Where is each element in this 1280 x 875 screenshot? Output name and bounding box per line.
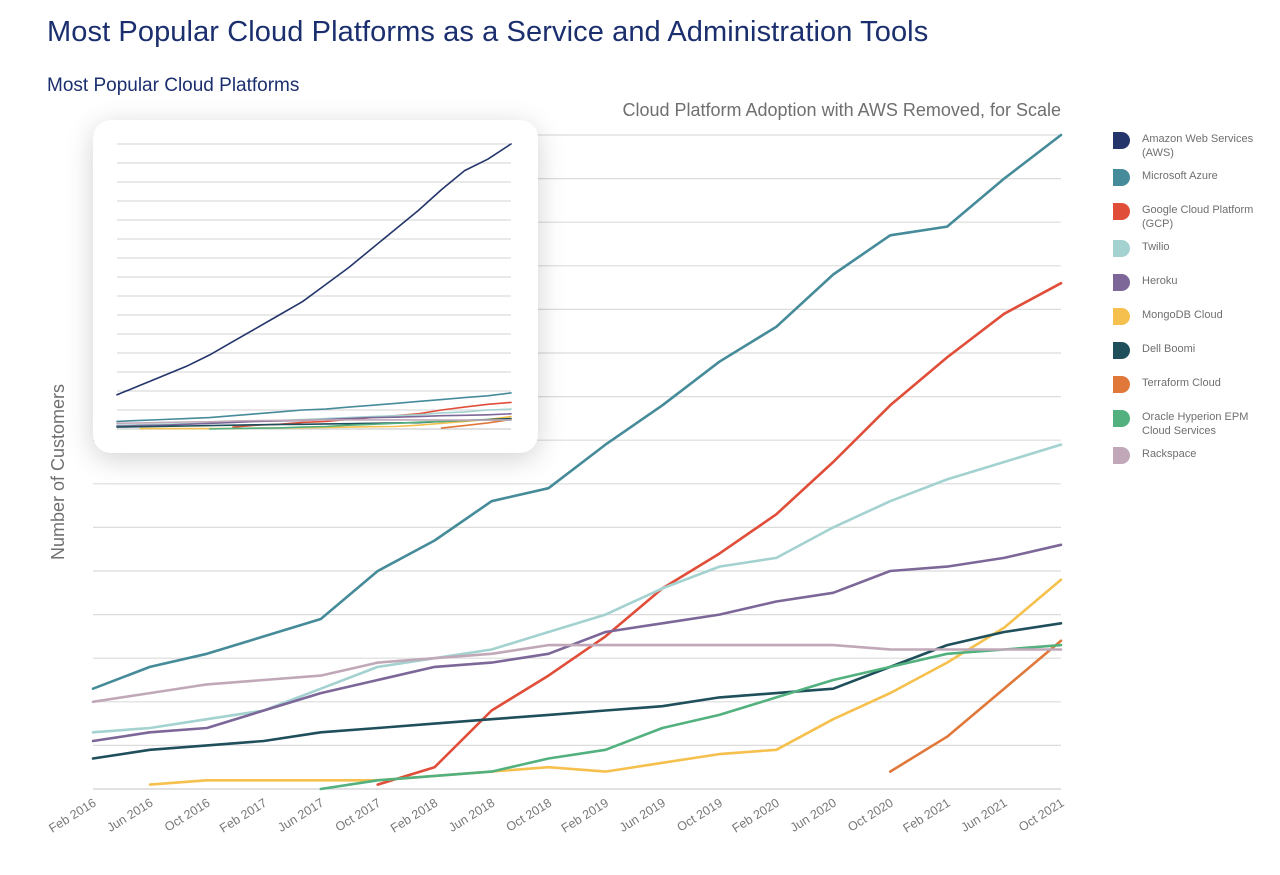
- series-line-heroku: [91, 543, 1063, 743]
- x-tick-label: Oct 2017: [333, 796, 383, 835]
- page-title: Most Popular Cloud Platforms as a Servic…: [47, 16, 929, 48]
- legend-swatch-icon: [1113, 203, 1130, 220]
- series-line-google-cloud-platform-gcp: [376, 281, 1063, 786]
- x-tick-label: Oct 2021: [1016, 796, 1066, 835]
- inset-chart-card: [93, 120, 538, 453]
- section-subtitle: Most Popular Cloud Platforms: [47, 75, 300, 96]
- chart-title: Cloud Platform Adoption with AWS Removed…: [622, 100, 1061, 120]
- legend-item-rackspace: Rackspace: [1113, 447, 1273, 464]
- x-tick-label: Oct 2020: [845, 796, 895, 835]
- inset-gridlines: [117, 143, 511, 430]
- legend-swatch-icon: [1113, 376, 1130, 393]
- series-line-mongodb-cloud: [139, 415, 512, 430]
- legend-swatch-icon: [1113, 410, 1130, 427]
- inset-line-chart: [116, 143, 512, 430]
- x-tick-label: Oct 2019: [674, 796, 724, 835]
- legend-swatch-icon: [1113, 274, 1130, 291]
- x-tick-label: Jun 2018: [446, 796, 497, 835]
- legend-label: Google Cloud Platform (GCP): [1142, 204, 1254, 230]
- x-tick-label: Oct 2018: [504, 796, 554, 835]
- legend-item-dell-boomi: Dell Boomi: [1113, 342, 1273, 359]
- legend-swatch-icon: [1113, 240, 1130, 257]
- legend-label: Twilio: [1142, 241, 1170, 253]
- x-tick-label: Jun 2020: [788, 796, 839, 835]
- legend-swatch-icon: [1113, 169, 1130, 186]
- x-tick-label: Feb 2019: [559, 796, 611, 836]
- series-line-rackspace: [116, 419, 512, 425]
- x-tick-label: Feb 2016: [46, 796, 98, 836]
- series-line-mongodb-cloud: [148, 578, 1063, 786]
- legend-label: MongoDB Cloud: [1142, 309, 1223, 321]
- series-line-oracle-hyperion-epm-cloud-services: [319, 643, 1063, 791]
- series-line-terraform-cloud: [440, 418, 512, 429]
- legend-swatch-icon: [1113, 308, 1130, 325]
- main-x-tick-labels: Feb 2016 Jun 2016 Oct 2016 Feb 2017 Jun 2017…: [46, 796, 1066, 836]
- legend-label: Dell Boomi: [1142, 343, 1196, 355]
- legend-label: Heroku: [1142, 275, 1178, 287]
- legend-label: Rackspace: [1142, 448, 1197, 460]
- chart-legend: Amazon Web Services (AWS) Microsoft Azure…: [1113, 132, 1273, 464]
- series-line-twilio: [91, 443, 1063, 734]
- legend-label: Oracle Hyperion EPM Cloud Services: [1142, 411, 1249, 437]
- legend-item-terraform-cloud: Terraform Cloud: [1113, 376, 1273, 393]
- x-tick-label: Jun 2016: [104, 796, 155, 835]
- legend-item-google-cloud-platform-gcp: Google Cloud Platform (GCP): [1113, 203, 1273, 231]
- x-tick-label: Oct 2016: [162, 796, 212, 835]
- x-tick-label: Jun 2017: [275, 796, 326, 835]
- legend-item-twilio: Twilio: [1113, 240, 1273, 257]
- legend-item-microsoft-azure: Microsoft Azure: [1113, 169, 1273, 186]
- main-series-lines: [91, 133, 1063, 791]
- legend-swatch-icon: [1113, 447, 1130, 464]
- series-line-microsoft-azure: [116, 392, 512, 423]
- inset-series-lines: [116, 143, 512, 430]
- x-tick-label: Feb 2020: [730, 796, 782, 836]
- series-line-terraform-cloud: [888, 639, 1063, 773]
- x-tick-label: Feb 2021: [900, 796, 952, 836]
- x-tick-label: Feb 2017: [217, 796, 269, 836]
- legend-swatch-icon: [1113, 132, 1130, 149]
- legend-label: Terraform Cloud: [1142, 377, 1221, 389]
- x-tick-label: Jun 2021: [959, 796, 1010, 835]
- legend-label: Amazon Web Services (AWS): [1142, 133, 1254, 159]
- series-line-amazon-web-services-aws: [116, 143, 512, 396]
- series-line-dell-boomi: [91, 622, 1063, 760]
- legend-item-mongodb-cloud: MongoDB Cloud: [1113, 308, 1273, 325]
- legend-item-oracle-hyperion-epm-cloud-services: Oracle Hyperion EPM Cloud Services: [1113, 410, 1273, 438]
- series-line-microsoft-azure: [91, 133, 1063, 690]
- legend-swatch-icon: [1113, 342, 1130, 359]
- legend-item-amazon-web-services-aws: Amazon Web Services (AWS): [1113, 132, 1273, 160]
- legend-item-heroku: Heroku: [1113, 274, 1273, 291]
- x-tick-label: Feb 2018: [388, 796, 440, 836]
- legend-label: Microsoft Azure: [1142, 170, 1218, 182]
- series-line-rackspace: [91, 643, 1063, 704]
- x-tick-label: Jun 2019: [617, 796, 668, 835]
